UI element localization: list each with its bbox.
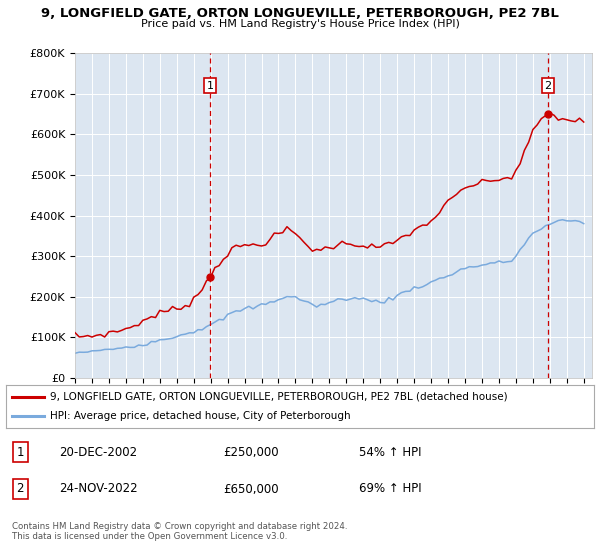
Text: 2: 2 [17, 483, 24, 496]
Text: HPI: Average price, detached house, City of Peterborough: HPI: Average price, detached house, City… [50, 412, 351, 421]
Text: 1: 1 [17, 446, 24, 459]
Text: Contains HM Land Registry data © Crown copyright and database right 2024.
This d: Contains HM Land Registry data © Crown c… [12, 522, 347, 542]
Text: £650,000: £650,000 [224, 483, 279, 496]
Text: 1: 1 [206, 81, 214, 91]
Text: 69% ↑ HPI: 69% ↑ HPI [359, 483, 421, 496]
Text: £250,000: £250,000 [224, 446, 279, 459]
Text: Price paid vs. HM Land Registry's House Price Index (HPI): Price paid vs. HM Land Registry's House … [140, 19, 460, 29]
Text: 9, LONGFIELD GATE, ORTON LONGUEVILLE, PETERBOROUGH, PE2 7BL: 9, LONGFIELD GATE, ORTON LONGUEVILLE, PE… [41, 7, 559, 20]
Text: 54% ↑ HPI: 54% ↑ HPI [359, 446, 421, 459]
Text: 20-DEC-2002: 20-DEC-2002 [59, 446, 137, 459]
Text: 24-NOV-2022: 24-NOV-2022 [59, 483, 137, 496]
Text: 9, LONGFIELD GATE, ORTON LONGUEVILLE, PETERBOROUGH, PE2 7BL (detached house): 9, LONGFIELD GATE, ORTON LONGUEVILLE, PE… [50, 391, 508, 402]
Text: 2: 2 [545, 81, 551, 91]
